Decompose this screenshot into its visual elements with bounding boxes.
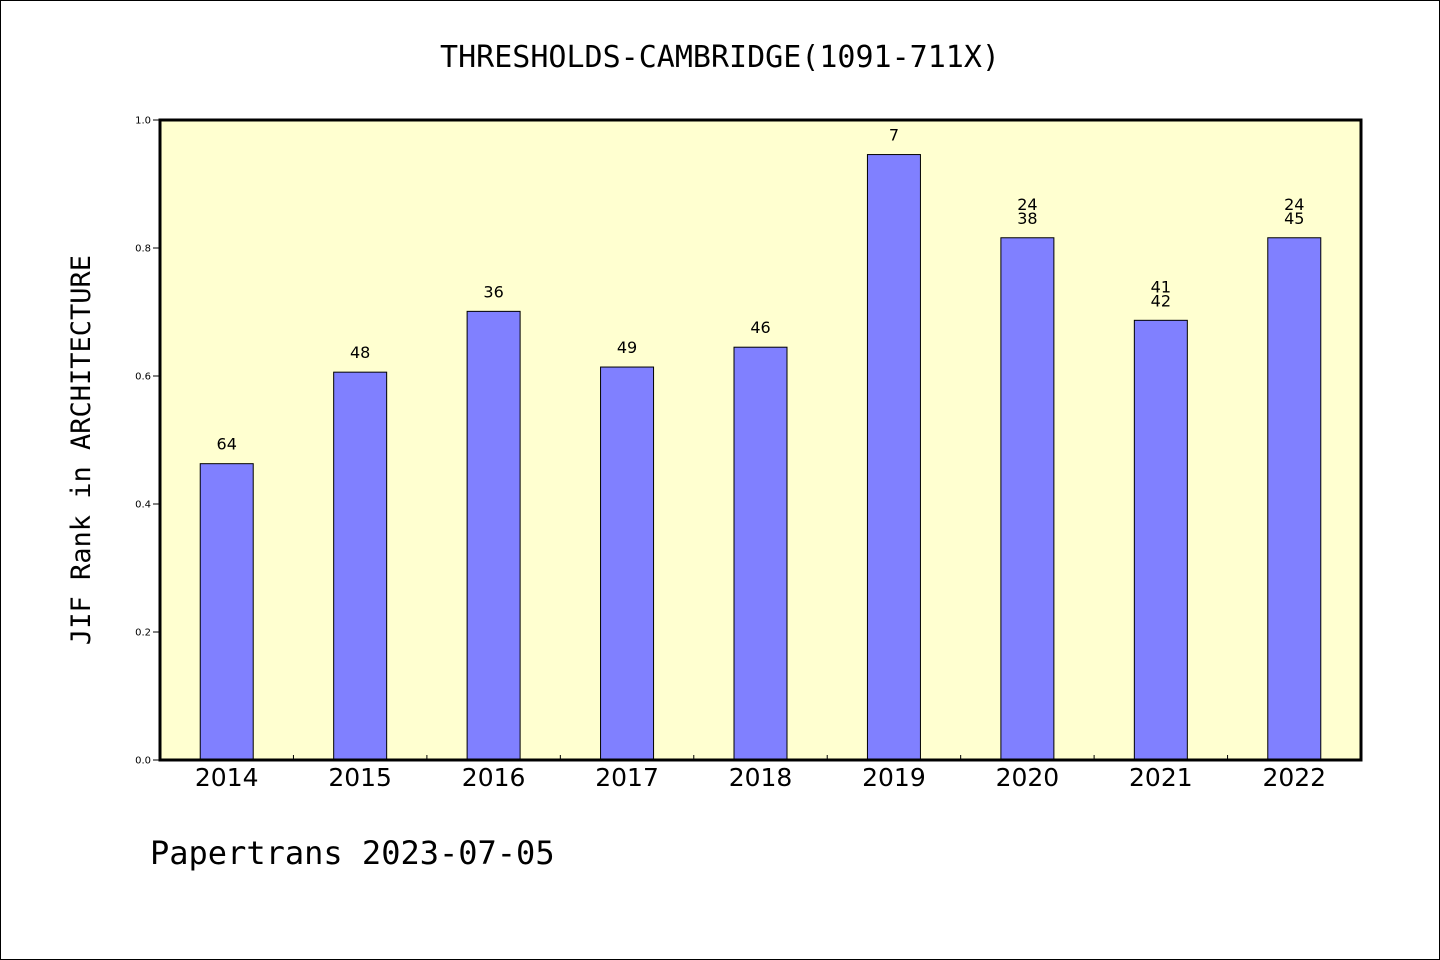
bar: [199, 463, 254, 761]
bar: [1133, 319, 1188, 761]
x-tick-label: 2015: [328, 763, 392, 792]
x-tick-label: 2014: [195, 763, 259, 792]
y-tick-label: 0.4: [135, 500, 151, 511]
bar: [600, 366, 655, 761]
x-tick-label: 2018: [729, 763, 793, 792]
x-axis: 2014 2015 2016 2017 2018 2019 2020 2021 2022: [195, 755, 1326, 792]
y-axis: 0.0 0.2 0.4 0.6 0.8 1.0: [135, 116, 160, 767]
bar-value-label: 64: [217, 435, 237, 454]
bar-value-label: 46: [750, 318, 770, 337]
x-tick-label: 2020: [996, 763, 1060, 792]
y-tick-label: 0.2: [135, 628, 151, 639]
bar: [466, 310, 521, 761]
bar: [866, 154, 921, 761]
bar: [333, 371, 388, 761]
bar: [733, 346, 788, 761]
bar-value-label: 24: [1017, 195, 1037, 214]
y-axis-label: JIF Rank in ARCHITECTURE: [66, 255, 97, 645]
bar-value-label: 24: [1284, 195, 1304, 214]
y-tick-label: 0.6: [135, 372, 151, 383]
bar-value-label: 42: [1151, 291, 1171, 310]
footer-credit: Papertrans 2023-07-05: [150, 834, 555, 872]
bar: [1000, 237, 1055, 761]
x-tick-label: 2017: [595, 763, 659, 792]
bar: [1267, 237, 1322, 761]
bar-value-label: 48: [350, 343, 370, 362]
bar-value-label: 41: [1151, 277, 1171, 296]
x-tick-label: 2021: [1129, 763, 1193, 792]
x-tick-label: 2019: [862, 763, 926, 792]
plot-border: [158, 118, 1363, 762]
bar-value-label: 7: [889, 126, 899, 145]
bar-value-label: 49: [617, 338, 637, 357]
y-tick-label: 0.8: [135, 244, 151, 255]
bar-value-label: 36: [483, 282, 503, 301]
bar-value-label: 38: [1017, 209, 1037, 228]
x-tick-label: 2016: [462, 763, 526, 792]
bar-value-label: 45: [1284, 209, 1304, 228]
x-tick-label: 2022: [1262, 763, 1326, 792]
y-tick-label: 0.0: [135, 756, 151, 767]
y-tick-label: 1.0: [135, 116, 151, 127]
chart-title: THRESHOLDS-CAMBRIDGE(1091-711X): [440, 40, 1000, 75]
